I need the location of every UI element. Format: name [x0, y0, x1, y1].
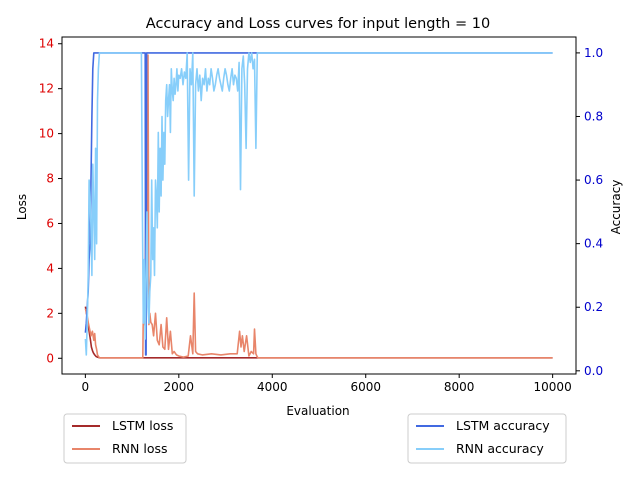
y-left-tick-label: 6: [46, 216, 54, 230]
y-axis-right-label: Accuracy: [609, 180, 623, 235]
x-tick-label: 10000: [534, 380, 572, 394]
chart-title: Accuracy and Loss curves for input lengt…: [146, 16, 490, 32]
y-right-tick-label: 0.6: [584, 173, 603, 187]
y-right-tick-label: 1.0: [584, 46, 603, 60]
y-left-tick-label: 12: [39, 82, 54, 96]
legend-accuracy: LSTM accuracy RNN accuracy: [407, 413, 567, 464]
x-tick-label: 8000: [444, 380, 475, 394]
legend-lstm-loss-label: LSTM loss: [112, 418, 173, 433]
series-line-rnn-accuracy: [84, 52, 553, 356]
x-axis-label: Evaluation: [286, 404, 349, 418]
x-tick-label: 0: [82, 380, 90, 394]
legend-rnn-accuracy-label: RNN accuracy: [456, 441, 544, 456]
series-layer: [84, 52, 553, 359]
x-tick-label: 6000: [350, 380, 381, 394]
y-left-tick-label: 14: [39, 37, 54, 51]
y-left-tick-label: 0: [46, 351, 54, 365]
legend-rnn-loss-label: RNN loss: [112, 441, 168, 456]
plot-frame: [61, 36, 577, 375]
legend-lstm-accuracy-label: LSTM accuracy: [456, 418, 550, 433]
y-right-tick-label: 0.2: [584, 300, 603, 314]
y-left-tick-label: 8: [46, 172, 54, 186]
y-right-tick-label: 0.0: [584, 364, 603, 378]
y-right-tick-label: 0.8: [584, 109, 603, 123]
legend-accuracy-box: [407, 413, 567, 464]
x-tick-label: 2000: [164, 380, 195, 394]
y-left-tick-label: 2: [46, 306, 54, 320]
x-tick-label: 4000: [257, 380, 288, 394]
y-left-tick-label: 10: [39, 127, 54, 141]
y-right-tick-label: 0.4: [584, 237, 603, 251]
y-axis-left-label: Loss: [15, 194, 29, 220]
legend-loss: LSTM loss RNN loss: [63, 413, 187, 464]
series-line-rnn-loss: [84, 54, 553, 359]
y-left-tick-label: 4: [46, 261, 54, 275]
axis-layer: 0 2000 4000 6000 8000 10000 0 2 4 6 8 10 12 14 0.0 0.2 0…: [39, 37, 603, 394]
